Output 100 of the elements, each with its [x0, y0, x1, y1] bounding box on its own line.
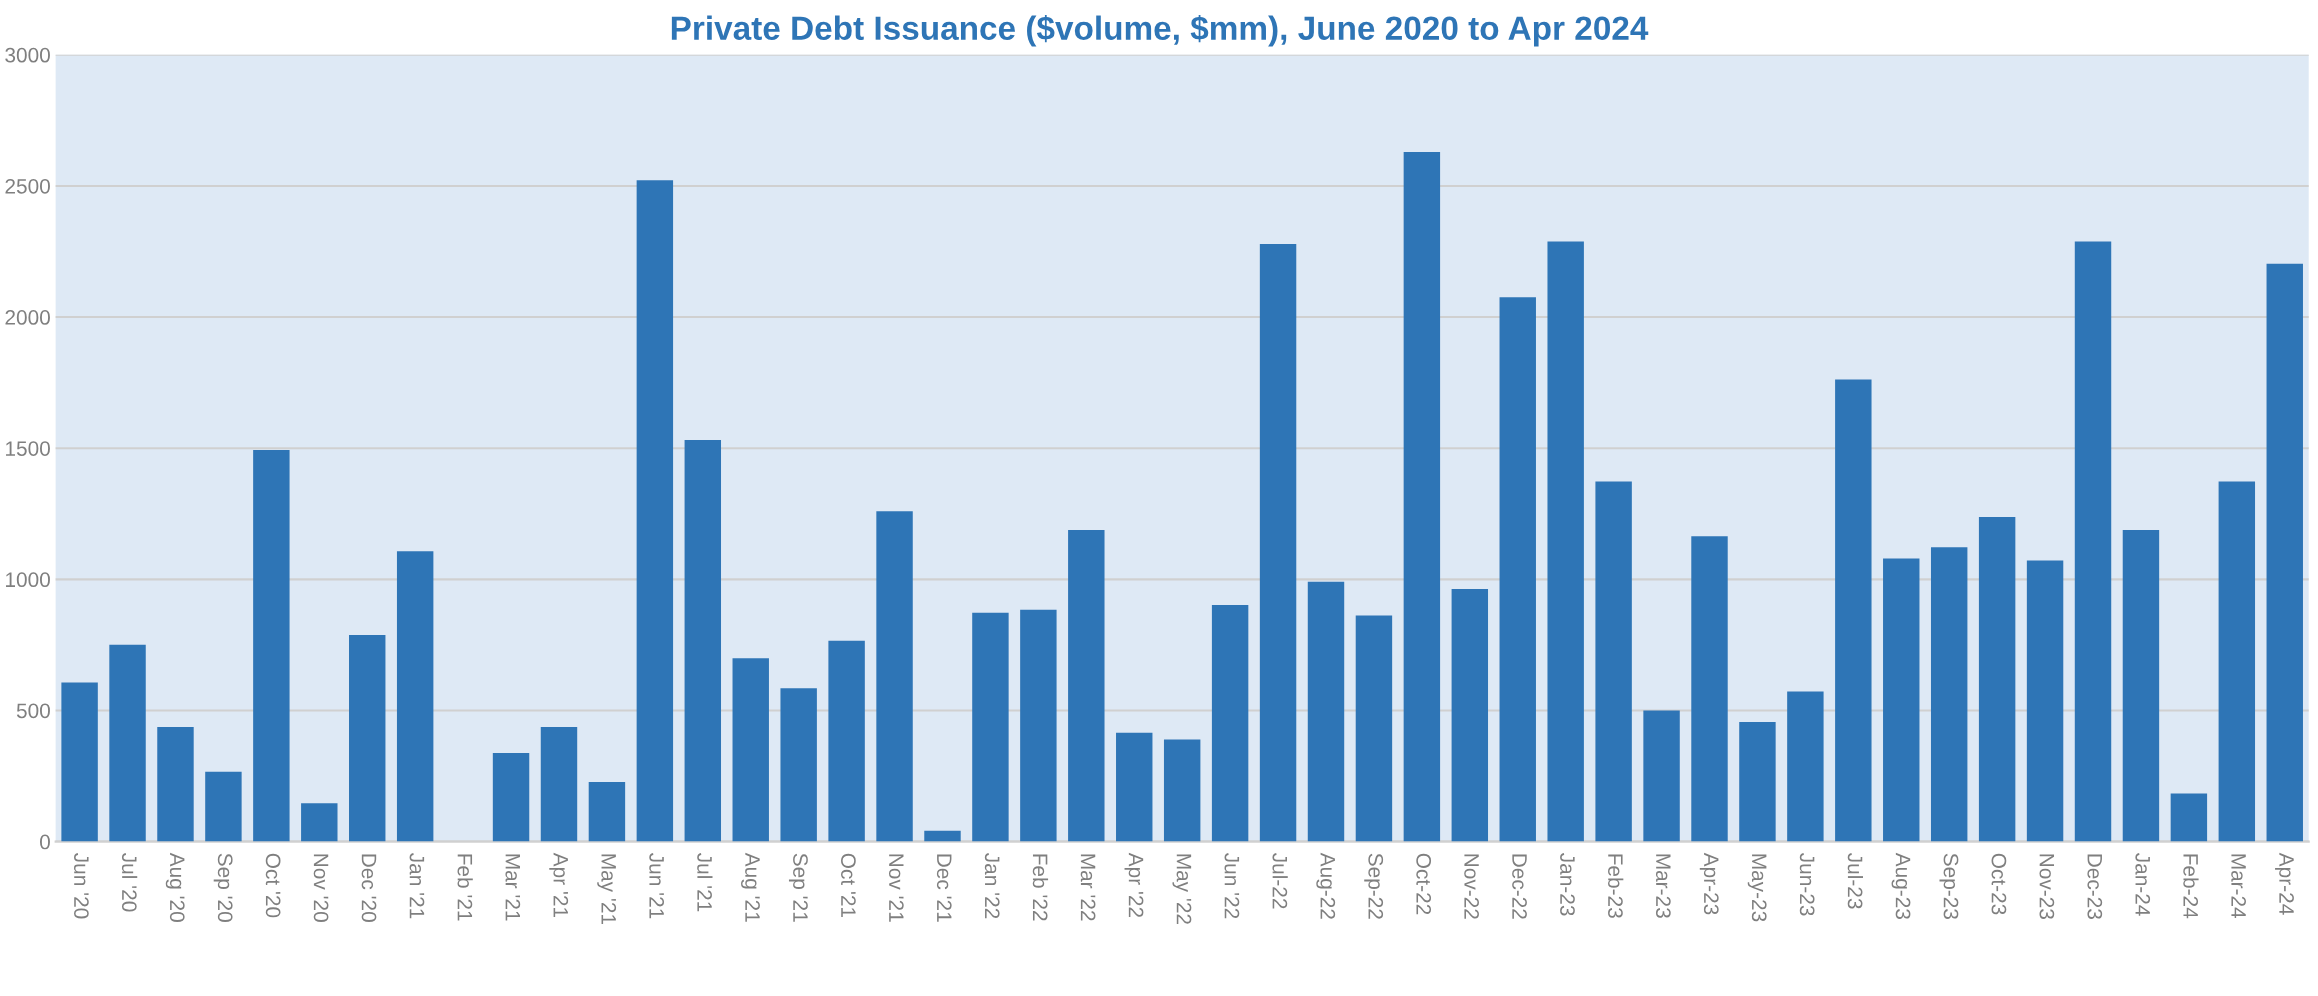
x-tick-label: Jun '22 — [1224, 853, 1240, 919]
x-tick-label: Aug-23 — [1891, 852, 1911, 919]
bar — [1835, 379, 1872, 842]
bar — [2122, 530, 2160, 842]
x-tick-label: Sep '20 — [213, 853, 233, 922]
x-tick-label: Mar-24 — [2231, 854, 2246, 919]
bar — [780, 688, 817, 842]
y-tick-label: 1500 — [6, 441, 50, 456]
x-tick-label: Jul-23 — [1847, 853, 1864, 909]
bar — [1307, 581, 1345, 842]
bar — [1116, 732, 1153, 842]
x-tick-label: Aug-22 — [1316, 852, 1336, 919]
y-tick-label: 2000 — [5, 310, 50, 325]
bar — [157, 727, 194, 842]
bar — [2218, 481, 2256, 842]
x-tick-label: May '21 — [597, 854, 617, 925]
bar — [972, 612, 1009, 842]
x-tick-label: Dec '21 — [936, 854, 952, 922]
x-tick-label: Aug '20 — [165, 852, 185, 922]
bar — [1259, 243, 1297, 842]
x-tick-label: Oct '21 — [841, 853, 856, 918]
bar — [1978, 516, 2016, 842]
x-tick-label: Apr-24 — [2275, 852, 2294, 915]
x-tick-label: Jul '20 — [121, 853, 138, 912]
x-tick-label: Nov-22 — [1464, 854, 1479, 919]
bar — [61, 682, 98, 842]
x-tick-label: Oct-23 — [1991, 853, 2007, 915]
bar — [1691, 536, 1728, 842]
x-tick-label: Mar '22 — [1080, 854, 1096, 921]
x-tick-label: Feb-23 — [1608, 854, 1624, 918]
y-tick-label: 1000 — [6, 572, 50, 588]
bar — [109, 644, 146, 842]
x-tick-label: Apr '21 — [549, 852, 569, 918]
bar — [2266, 263, 2303, 842]
bar — [1930, 547, 1968, 842]
bar — [396, 551, 434, 842]
bar — [1739, 722, 1776, 842]
bar — [1163, 739, 1201, 842]
x-tick-label: Feb-24 — [2183, 854, 2199, 919]
bar — [205, 771, 242, 842]
x-tick-label: Nov '20 — [313, 854, 329, 922]
bar — [1355, 615, 1393, 842]
x-tick-label: Oct-22 — [1416, 853, 1432, 915]
x-tick-label: Jan-23 — [1560, 853, 1575, 916]
x-tick-label: Jun '21 — [649, 853, 665, 919]
x-tick-label: Mar '21 — [505, 854, 521, 921]
y-tick-label: 3000 — [5, 47, 50, 63]
bar — [1068, 530, 1105, 842]
y-tick-label: 0 — [40, 834, 50, 850]
x-tick-label: Nov-23 — [2039, 854, 2055, 919]
x-tick-label: Jul '21 — [697, 853, 713, 912]
y-tick-label: 2500 — [5, 178, 50, 194]
bar — [1020, 609, 1057, 842]
x-tick-label: Mar-23 — [1655, 854, 1671, 918]
x-tick-label: Dec-23 — [2087, 854, 2103, 919]
x-tick-label: Dec '20 — [361, 854, 377, 922]
x-tick-label: Jan '22 — [984, 853, 1000, 919]
x-tick-label: Feb '21 — [457, 854, 473, 921]
bar — [828, 640, 865, 842]
bar — [588, 782, 626, 842]
x-tick-label: Jan '21 — [409, 853, 425, 919]
bar — [1787, 691, 1824, 842]
x-tick-label: Sep-22 — [1364, 853, 1384, 919]
x-tick-label: Jun-23 — [1799, 853, 1815, 916]
bar — [301, 803, 338, 842]
x-tick-label: Sep-23 — [1939, 853, 1959, 919]
bar — [1451, 589, 1489, 842]
x-tick-label: Aug '21 — [741, 852, 760, 922]
y-tick-label: 500 — [16, 703, 50, 719]
x-tick-label: Apr '22 — [1124, 852, 1144, 918]
bar — [924, 830, 961, 842]
x-tick-label: Sep '21 — [788, 853, 808, 922]
bar — [1547, 241, 1584, 842]
bar — [1883, 558, 1920, 842]
bar — [636, 180, 674, 842]
bar — [732, 658, 769, 842]
x-tick-label: Feb '22 — [1032, 854, 1049, 921]
bar — [2074, 241, 2112, 842]
x-tick-label: Oct '20 — [265, 853, 281, 918]
x-tick-label: Apr-23 — [1699, 852, 1719, 915]
x-tick-label: Jun '20 — [74, 853, 89, 919]
bar — [2170, 793, 2208, 842]
x-tick-label: Dec-22 — [1512, 854, 1527, 919]
x-tick-label: Jul-22 — [1272, 853, 1288, 909]
bar — [1499, 297, 1536, 842]
bar — [1595, 481, 1632, 842]
bar — [2026, 560, 2064, 842]
bar — [540, 727, 578, 842]
x-tick-label: May '22 — [1172, 854, 1192, 924]
bar — [684, 440, 722, 842]
bar — [492, 752, 530, 842]
x-tick-label: May-23 — [1747, 854, 1767, 922]
x-tick-label: Nov '21 — [888, 854, 904, 922]
bar — [1643, 710, 1680, 842]
bar — [1403, 152, 1441, 842]
x-tick-label: Jan-24 — [2135, 853, 2151, 916]
bar — [349, 634, 386, 842]
bar — [876, 511, 913, 842]
bar — [1211, 605, 1249, 842]
bar — [253, 450, 290, 842]
